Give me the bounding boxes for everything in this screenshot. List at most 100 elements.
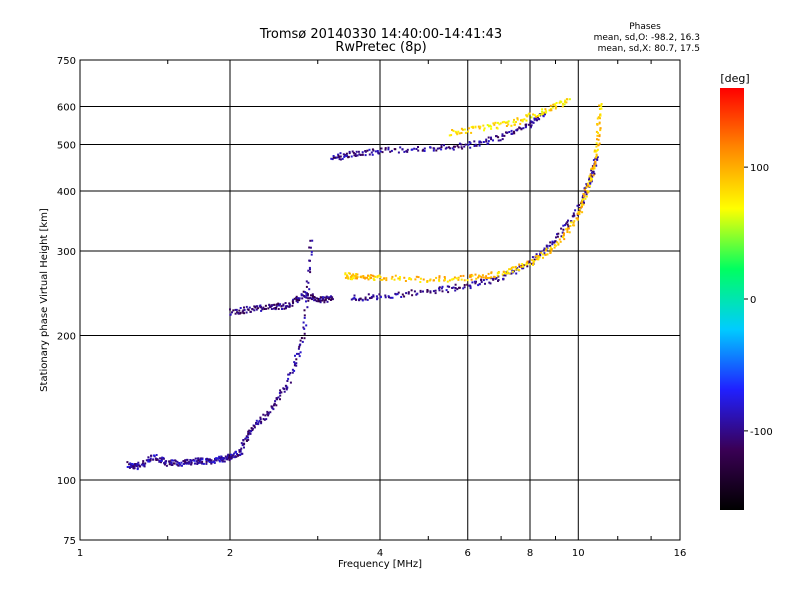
data-point	[564, 99, 567, 102]
data-point	[285, 388, 288, 391]
chart-title: Tromsø 20140330 14:40:00-14:41:43	[259, 27, 503, 42]
data-point	[241, 310, 244, 313]
data-point	[416, 292, 419, 295]
data-point	[501, 133, 504, 136]
data-point	[567, 227, 570, 230]
data-point	[462, 274, 465, 277]
data-point	[536, 116, 539, 119]
data-point	[502, 270, 505, 273]
data-point	[295, 364, 298, 367]
data-point	[590, 167, 593, 170]
data-point	[545, 244, 548, 247]
data-point	[576, 217, 579, 220]
data-point	[568, 231, 571, 234]
data-point	[555, 102, 558, 104]
data-point	[160, 460, 163, 462]
data-point	[391, 296, 394, 299]
data-point	[583, 202, 585, 204]
data-point	[277, 302, 280, 305]
data-point	[475, 277, 478, 280]
data-point	[133, 467, 136, 470]
data-point	[518, 263, 521, 266]
data-point	[303, 314, 306, 317]
data-point	[478, 144, 481, 147]
data-point	[544, 108, 547, 111]
data-point	[533, 258, 536, 261]
data-point	[242, 311, 245, 314]
data-point	[595, 154, 598, 157]
data-point	[448, 134, 451, 137]
data-point	[543, 111, 546, 114]
x-axis-ticks: 1 2 4 6 8 10 16	[77, 60, 686, 559]
data-point	[591, 171, 594, 174]
data-point	[565, 222, 568, 225]
x-tick-label: 6	[465, 548, 471, 559]
data-point	[243, 308, 246, 311]
data-point	[496, 274, 499, 277]
data-point	[477, 125, 480, 128]
data-point	[171, 459, 173, 462]
data-point	[282, 304, 285, 307]
data-point	[291, 300, 294, 303]
data-point	[463, 279, 466, 282]
data-point	[488, 276, 491, 279]
data-point	[426, 280, 429, 283]
data-point	[591, 175, 594, 178]
data-point	[319, 301, 322, 304]
data-point	[323, 299, 326, 302]
data-point	[478, 283, 481, 286]
data-point	[404, 280, 407, 282]
data-point	[260, 422, 263, 425]
data-point	[486, 277, 489, 279]
data-point	[286, 305, 288, 308]
data-point	[305, 292, 308, 295]
data-point	[443, 144, 445, 147]
data-point	[559, 240, 562, 243]
data-point	[281, 308, 283, 310]
data-point	[352, 273, 355, 276]
data-point	[349, 278, 352, 281]
data-point	[435, 149, 438, 152]
data-point	[413, 147, 416, 150]
data-point	[520, 119, 522, 122]
data-point	[374, 275, 377, 278]
data-point	[596, 117, 599, 120]
data-point	[450, 278, 453, 281]
data-point	[588, 185, 591, 188]
data-point	[548, 109, 551, 112]
colorbar-unit-label: [deg]	[720, 72, 749, 85]
data-point	[259, 418, 262, 421]
data-point	[295, 298, 298, 301]
data-point	[376, 276, 379, 279]
data-point	[293, 297, 296, 300]
data-point	[497, 136, 500, 139]
data-point	[188, 461, 190, 464]
data-point	[305, 296, 308, 299]
data-point	[413, 290, 416, 293]
data-point	[478, 127, 481, 130]
data-point	[389, 296, 392, 299]
data-point	[598, 121, 601, 124]
data-point	[436, 147, 439, 150]
data-point	[361, 153, 364, 156]
data-point	[445, 146, 448, 149]
data-point	[558, 238, 561, 241]
data-point	[283, 390, 286, 393]
data-point	[344, 276, 347, 279]
data-point	[407, 291, 410, 294]
data-point	[551, 243, 554, 246]
x-tick-label: 1	[77, 548, 83, 559]
data-point	[583, 194, 586, 197]
data-point	[391, 275, 394, 278]
data-point	[397, 277, 400, 280]
data-point	[314, 299, 317, 301]
data-point	[149, 459, 152, 462]
data-point	[505, 272, 508, 275]
data-point	[598, 104, 601, 107]
data-point	[576, 213, 579, 216]
data-point	[504, 274, 507, 277]
data-point	[578, 213, 581, 216]
data-point	[239, 450, 242, 453]
data-point	[549, 241, 552, 244]
data-point	[263, 418, 266, 421]
